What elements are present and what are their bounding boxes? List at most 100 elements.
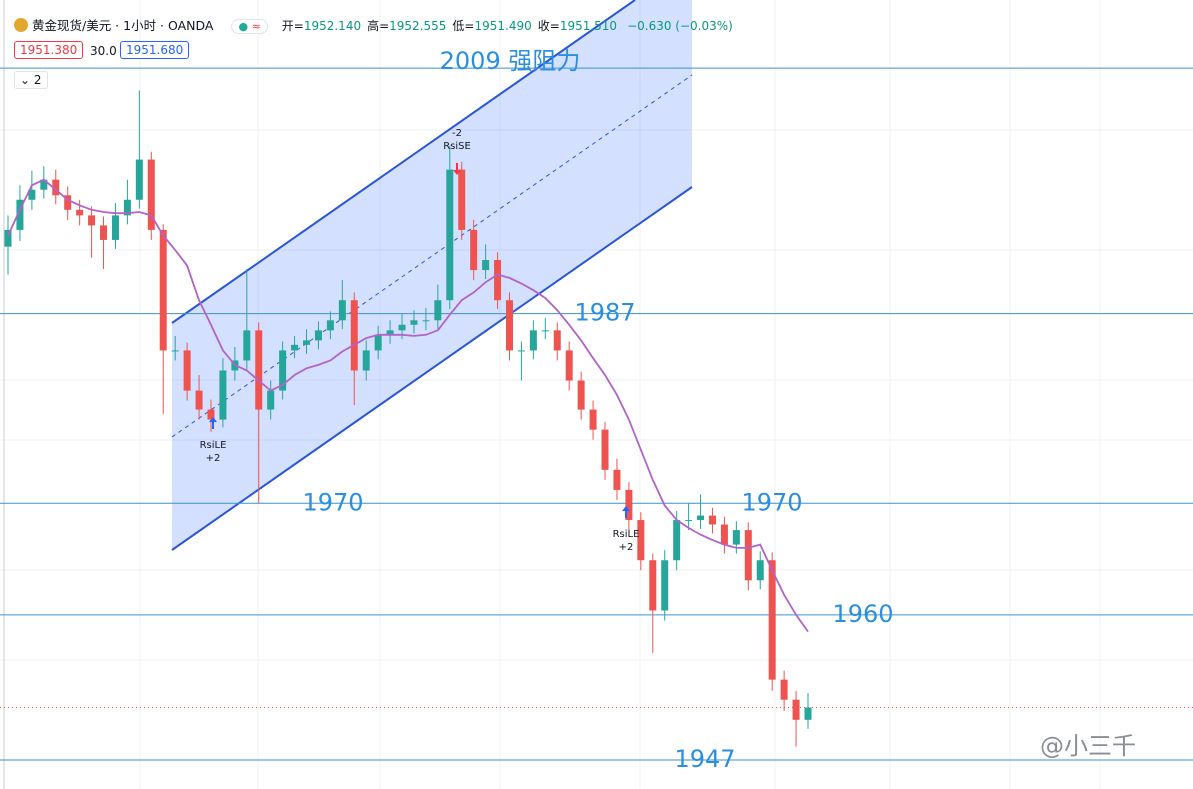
candle-body (613, 469, 621, 490)
candle-body (374, 334, 382, 351)
candle-body (135, 159, 143, 200)
indicator-count: 2 (33, 73, 42, 87)
signal-label: RsiLE (613, 529, 640, 540)
channel (171, 0, 693, 551)
candle-body (267, 390, 275, 410)
level-label: 1970 (302, 488, 363, 516)
candle-body (541, 330, 549, 332)
ohlc-label: 收= (537, 19, 560, 33)
ohlc-label: 高= (367, 19, 390, 33)
candle-body (4, 229, 12, 247)
candle-body (183, 350, 191, 391)
candle-body (565, 350, 573, 381)
watermark: @小三千 (1040, 732, 1136, 760)
candle-body (661, 560, 669, 611)
candle-body (291, 344, 299, 351)
candle-body (804, 707, 812, 720)
candle-body (338, 300, 346, 321)
candle-body (123, 199, 131, 216)
candle-body (458, 169, 466, 230)
candle-body (159, 229, 167, 351)
candle-body (434, 300, 442, 321)
candle-body (732, 530, 740, 545)
candle-body (147, 159, 155, 230)
candle-body (195, 390, 203, 410)
candle-body (780, 679, 788, 700)
candle-body (422, 320, 430, 322)
candles: RsiLE +2 -2 RsiSE RsiLE +2 (0, 90, 1193, 747)
candle-body (697, 515, 705, 521)
candle-body (505, 300, 513, 351)
levels: 2009 强阻力 1987 1970 1970 1960 1947 (0, 47, 1193, 773)
signal-label: +2 (206, 453, 221, 464)
indicator-toggle[interactable]: ⌄ 2 (14, 71, 48, 89)
ask-button[interactable]: 1951.680 (120, 41, 190, 59)
candle-body (243, 330, 251, 361)
candle-body (720, 524, 728, 545)
candle-body (494, 260, 502, 301)
candle-body (649, 560, 657, 611)
candle-body (88, 215, 96, 226)
ohlc-value: 1951.510 (559, 19, 618, 33)
level-label: 1970 (741, 488, 802, 516)
candle-body (398, 324, 406, 331)
candle-body (28, 189, 36, 200)
candle-body (577, 380, 585, 410)
candle-body (756, 560, 764, 581)
candle-body (637, 520, 645, 561)
candle-body (601, 429, 609, 470)
candle-body (744, 530, 752, 581)
signal-label: RsiLE (200, 440, 227, 451)
level-label: 2009 强阻力 (440, 47, 581, 75)
ohlc-label: 低= (452, 19, 475, 33)
bid-button[interactable]: 1951.380 (14, 41, 84, 59)
moving-average (7, 178, 809, 633)
signal-label: -2 (452, 128, 462, 139)
candle-body (362, 350, 370, 371)
ohlc-value: 1952.555 (389, 19, 447, 33)
signal-arrow (453, 163, 461, 175)
candle-body (708, 515, 716, 525)
level-label: 1947 (674, 745, 735, 773)
ohlc-label: 开= (281, 19, 304, 33)
ohlc-value: 1951.490 (474, 19, 532, 33)
candle-body (553, 330, 561, 351)
symbol-icon (14, 18, 28, 32)
level-label: 1960 (832, 600, 893, 628)
signal-arrow (209, 417, 217, 429)
candle-body (589, 409, 597, 430)
candle-body (673, 520, 681, 561)
candle-body (76, 209, 84, 216)
candle-body (792, 699, 800, 720)
ohlc-value: 1952.140 (303, 19, 362, 33)
status-pill[interactable]: ● ≈ (231, 19, 268, 34)
signal-arrow (622, 506, 630, 518)
candle-body (40, 179, 48, 190)
candle-body (303, 340, 311, 345)
candle-body (219, 370, 227, 420)
candle-body (16, 199, 24, 230)
candle-body (255, 330, 263, 410)
candle-body (625, 489, 633, 521)
candle-body (517, 350, 525, 352)
candle-body (350, 300, 358, 371)
candle-body (326, 320, 334, 331)
candle-body (529, 330, 537, 351)
candle-body (685, 520, 693, 522)
candle-body (470, 229, 478, 271)
candle-body (386, 330, 394, 335)
candle-body (768, 560, 776, 680)
spread: 30.0 (90, 44, 117, 58)
change: −0.630 (−0.03%) (627, 19, 733, 33)
symbol: 黄金现货/美元 · 1小时 · OANDA (31, 18, 214, 33)
candle-body (52, 179, 60, 196)
candle-body (410, 320, 418, 325)
candle-body (171, 350, 179, 352)
signal-label: +2 (619, 542, 634, 553)
candle-body (64, 195, 72, 210)
candle-body (446, 169, 454, 301)
candle-body (100, 225, 108, 240)
candle-body (482, 260, 490, 271)
candle-body (279, 350, 287, 391)
